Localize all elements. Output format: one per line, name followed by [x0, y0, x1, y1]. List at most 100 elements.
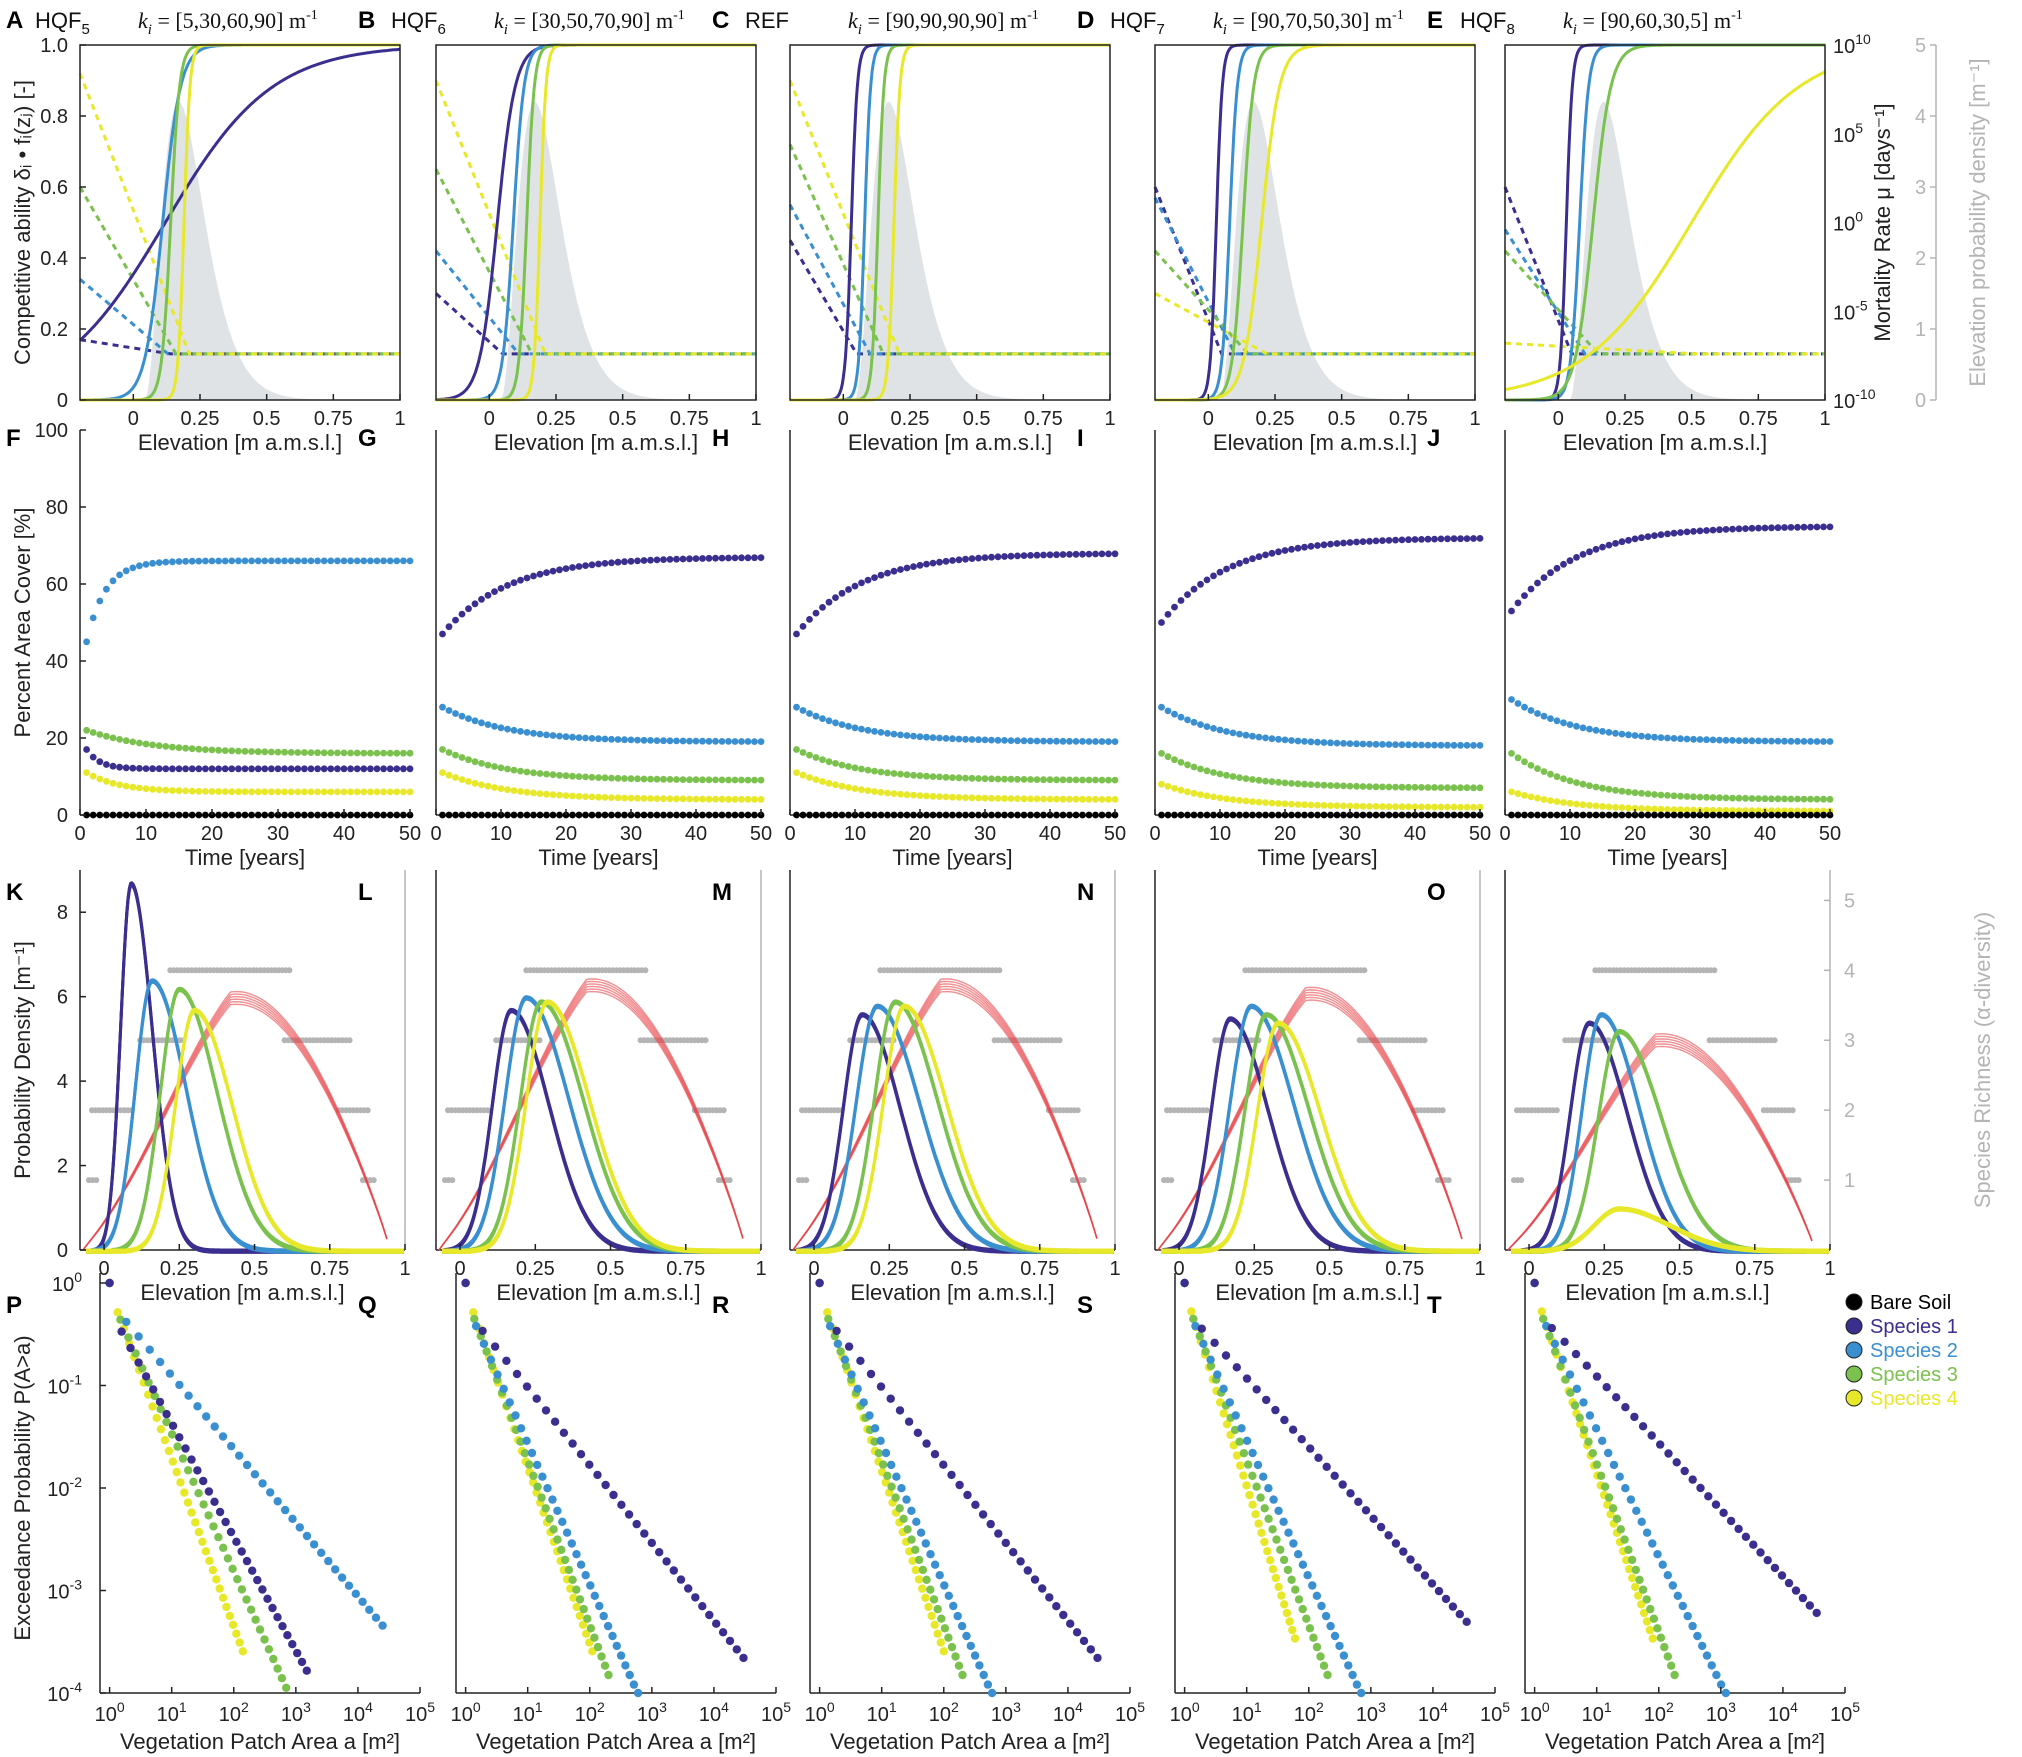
species-2-point	[647, 737, 654, 744]
species-4-exceedance-point	[881, 1478, 890, 1487]
species-1-exceedance-point	[1756, 1548, 1765, 1557]
species-1-point	[1527, 585, 1535, 593]
species-1-exceedance-point	[181, 1444, 190, 1453]
species-4-exceedance-point	[1254, 1519, 1263, 1528]
species-2-exceedance-point	[558, 1517, 567, 1527]
species-4-exceedance-point	[1236, 1461, 1245, 1470]
species-3-point	[1033, 776, 1041, 783]
panel-label: S	[1077, 1292, 1093, 1319]
species-3-point	[653, 775, 661, 783]
species-3-point	[1470, 784, 1477, 792]
species-3-exceedance-point	[167, 1430, 177, 1439]
bare-soil-point	[175, 811, 183, 819]
species-4-point	[175, 787, 183, 795]
bare-soil-point	[1794, 811, 1801, 819]
species-1-exceedance-point	[1354, 1497, 1363, 1507]
species-3-point	[1372, 783, 1380, 791]
species-3-exceedance-point	[204, 1511, 213, 1520]
species-2-point	[705, 737, 713, 745]
species-3-exceedance-point	[269, 1654, 278, 1664]
bare-soil-point	[228, 811, 236, 819]
species-2-exceedance-point	[1693, 1631, 1702, 1641]
species-1-exceedance-point	[541, 1406, 551, 1415]
species-3-point	[1716, 794, 1723, 802]
species-2-competitive-curve	[790, 43, 1110, 402]
species-2-point	[1807, 738, 1814, 745]
species-1-point	[608, 559, 615, 567]
species-3-exceedance-point	[1570, 1401, 1580, 1410]
species-4-point	[692, 795, 700, 803]
species-2-point	[517, 728, 524, 735]
bare-soil-point	[738, 811, 745, 819]
species-2-point	[1053, 737, 1060, 745]
bare-soil-point	[1670, 811, 1678, 819]
species-4-point	[287, 788, 295, 796]
species-2-point	[109, 577, 117, 585]
species-2-exceedance-point	[493, 1370, 502, 1379]
species-1-point	[1158, 619, 1165, 626]
species-3-exceedance-point	[1201, 1347, 1210, 1356]
x-tick-label: 0	[455, 1258, 466, 1280]
bare-soil-point	[1470, 811, 1477, 819]
species-1-point	[1346, 539, 1354, 546]
species-2-exceedance-point	[309, 1540, 319, 1549]
species-1-exceedance-point	[1784, 1578, 1794, 1588]
species-3-exceedance-point	[568, 1575, 577, 1585]
bare-soil-point	[673, 811, 680, 819]
species-3-point	[458, 754, 466, 761]
species-3-point	[360, 749, 368, 757]
x-axis-label: Elevation [m a.m.s.l.]	[138, 430, 342, 455]
species-1-point	[705, 554, 713, 562]
species-2-point	[1320, 739, 1328, 746]
species-2-exceedance-point	[193, 1402, 202, 1411]
species-3-point	[1521, 758, 1528, 766]
bare-soil-point	[929, 811, 937, 819]
species-1-point	[478, 595, 485, 603]
species-2-exceedance-point	[351, 1589, 360, 1599]
panel-label: A	[6, 7, 23, 34]
species-3-point	[1288, 780, 1295, 787]
species-3-point	[347, 749, 354, 757]
species-1-exceedance-point	[1704, 1492, 1713, 1501]
species-4-point	[1105, 796, 1112, 803]
species-4-point	[1573, 800, 1580, 808]
species-2-exceedance-point	[957, 1621, 967, 1631]
species-4-density-curve	[86, 1010, 404, 1254]
species-3-point	[1677, 792, 1684, 800]
species-2-exceedance-point	[553, 1506, 562, 1516]
species-1-exceedance-point	[1030, 1575, 1040, 1584]
species-1-point	[1301, 543, 1308, 551]
species-2-point	[1709, 736, 1717, 744]
bare-soil-point	[660, 811, 667, 819]
species-2-point	[1346, 740, 1354, 747]
species-1-point	[1807, 523, 1814, 531]
species-1-exceedance-point	[232, 1537, 241, 1547]
species-1-mortality-line	[1503, 186, 1825, 356]
y-tick-label: 0	[57, 390, 68, 412]
species-1-point	[149, 765, 157, 773]
species-4-point	[360, 788, 368, 796]
x-axis-label: Elevation [m a.m.s.l.]	[1563, 430, 1767, 455]
species-2-exceedance-point	[1604, 1448, 1613, 1458]
species-3-exceedance-point	[537, 1493, 546, 1502]
bare-soil-point	[825, 811, 833, 819]
axes-frame	[435, 44, 757, 401]
species-3-mortality-line	[788, 143, 1110, 356]
x-tick-label: 40	[685, 823, 707, 845]
species-1-exceedance-point	[1262, 1395, 1271, 1405]
species-2-point	[601, 735, 609, 743]
species-4-point	[1534, 794, 1541, 802]
species-4-point	[1677, 806, 1684, 814]
species-1-exceedance-point	[1059, 1610, 1068, 1620]
species-2-exceedance-point	[1206, 1355, 1215, 1364]
species-2-exceedance-point	[1308, 1581, 1317, 1590]
species-3-exceedance-point	[1551, 1347, 1560, 1356]
bare-soil-point	[367, 811, 374, 819]
species-3-point	[718, 776, 726, 784]
species-4-point	[1301, 801, 1308, 809]
species-1-point	[367, 765, 374, 773]
elevation-density-fill	[436, 101, 756, 401]
species-4-point	[347, 788, 354, 796]
species-4-point	[1618, 804, 1626, 811]
